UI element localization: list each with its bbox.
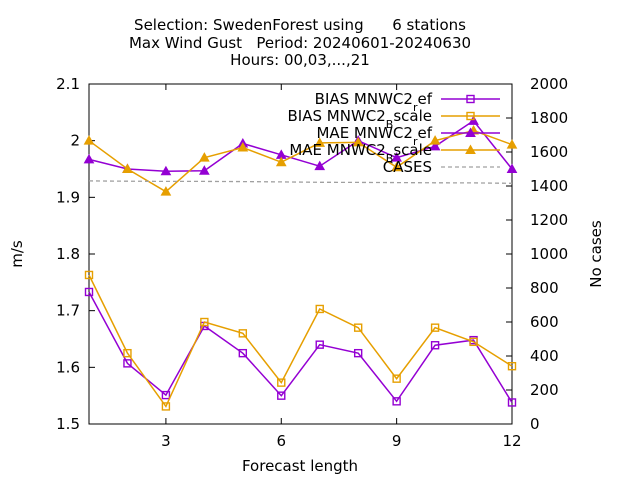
data-point bbox=[238, 348, 248, 358]
series-line bbox=[88, 180, 513, 184]
legend-entry: CASES bbox=[383, 158, 500, 176]
data-point bbox=[83, 135, 95, 145]
series-line bbox=[88, 291, 513, 403]
series-bias-mnwc2-bscale bbox=[84, 270, 517, 411]
x-tick-label: 3 bbox=[161, 432, 171, 450]
data-point bbox=[122, 163, 133, 173]
data-point bbox=[391, 161, 402, 172]
y-tick-label: 1.8 bbox=[56, 245, 80, 263]
y-tick-label: 1.5 bbox=[56, 415, 80, 433]
data-point bbox=[123, 359, 132, 368]
data-point bbox=[392, 397, 401, 406]
y-axis-label: m/s bbox=[8, 240, 26, 268]
data-point bbox=[507, 362, 517, 371]
y2-tick-label: 200 bbox=[530, 381, 559, 399]
data-point bbox=[391, 152, 402, 162]
legend-label: BIAS MNWC2Bscale bbox=[288, 107, 432, 131]
legend-entry: BIAS MNWC2Bscale bbox=[288, 107, 500, 131]
legend-entry: MAE MNWC2ref bbox=[316, 124, 500, 148]
data-point bbox=[237, 141, 249, 152]
title-line-1: Selection: SwedenForest using 6 stations bbox=[134, 16, 466, 34]
data-point bbox=[429, 135, 441, 145]
legend-entry: BIAS MNWC2ref bbox=[315, 90, 500, 114]
data-point bbox=[83, 153, 95, 164]
data-point bbox=[506, 139, 518, 149]
data-point bbox=[277, 378, 286, 387]
legend-label: MAE MNWC2Bscale bbox=[289, 141, 432, 165]
x-tick-label: 12 bbox=[502, 432, 521, 450]
data-point bbox=[315, 304, 324, 314]
y-tick-label: 2.1 bbox=[56, 75, 80, 93]
legend-marker bbox=[466, 94, 475, 104]
x-tick-label: 6 bbox=[276, 432, 286, 450]
series-line bbox=[88, 274, 513, 408]
data-point bbox=[123, 348, 132, 358]
y2-tick-label: 1800 bbox=[530, 109, 568, 127]
legend-label: MAE MNWC2ref bbox=[316, 124, 432, 148]
data-point bbox=[238, 329, 248, 338]
data-point bbox=[275, 156, 287, 167]
data-point bbox=[161, 402, 171, 411]
title-line-3: Hours: 00,03,...,21 bbox=[230, 51, 370, 69]
data-point bbox=[161, 390, 171, 400]
data-point bbox=[200, 317, 209, 327]
data-point bbox=[469, 337, 478, 347]
plot-area-frame bbox=[88, 83, 513, 425]
legend-marker bbox=[466, 111, 475, 121]
data-point bbox=[353, 323, 363, 332]
y-tick-label: 1.6 bbox=[56, 358, 80, 376]
y2-tick-label: 0 bbox=[530, 415, 540, 433]
data-point bbox=[506, 163, 518, 173]
y2-tick-label: 1000 bbox=[530, 245, 568, 263]
legend-entry: MAE MNWC2Bscale bbox=[289, 141, 500, 165]
data-point bbox=[314, 137, 326, 147]
y-tick-label: 1.9 bbox=[56, 188, 80, 206]
data-point bbox=[160, 186, 172, 196]
data-point bbox=[199, 165, 210, 175]
series-cases bbox=[88, 180, 513, 184]
data-point bbox=[160, 165, 172, 176]
series-line bbox=[88, 129, 513, 193]
x-axis-label: Forecast length bbox=[242, 457, 358, 475]
data-point bbox=[314, 160, 326, 171]
data-point bbox=[353, 348, 363, 358]
data-point bbox=[315, 340, 324, 349]
series-layer bbox=[83, 115, 518, 411]
data-point bbox=[277, 391, 286, 400]
y2-tick-label: 1600 bbox=[530, 143, 568, 161]
y2-tick-label: 600 bbox=[530, 313, 559, 331]
legend-label: BIAS MNWC2ref bbox=[315, 90, 433, 114]
data-point bbox=[429, 140, 441, 151]
data-point bbox=[352, 136, 364, 147]
y-tick-label: 1.7 bbox=[56, 302, 80, 320]
data-point bbox=[468, 115, 479, 125]
legend-marker bbox=[465, 144, 476, 154]
y-tick-label: 2 bbox=[70, 132, 80, 150]
axes: 1.5 1.6 1.7 1.8 1.9 2 2.1 0 200 400 600 800 1000 1200… bbox=[56, 75, 568, 450]
data-point bbox=[84, 287, 94, 297]
legend-marker bbox=[465, 127, 476, 137]
x-tick-label: 9 bbox=[392, 432, 402, 450]
y2-tick-label: 2000 bbox=[530, 75, 568, 93]
chart-title: Selection: SwedenForest using 6 stations… bbox=[129, 16, 471, 69]
y2-tick-label: 400 bbox=[530, 347, 559, 365]
y2-tick-label: 800 bbox=[530, 279, 559, 297]
series-mae-mnwc2-bscale bbox=[83, 124, 518, 196]
data-point bbox=[199, 152, 210, 162]
data-point bbox=[392, 374, 401, 383]
data-point bbox=[84, 270, 94, 280]
legend-label: CASES bbox=[383, 158, 432, 176]
y2-axis-label: No cases bbox=[587, 220, 605, 288]
data-point bbox=[507, 398, 517, 407]
y2-tick-label: 1200 bbox=[530, 211, 568, 229]
y2-tick-label: 1400 bbox=[530, 177, 568, 195]
title-line-2: Max Wind Gust Period: 20240601-20240630 bbox=[129, 34, 471, 52]
data-point bbox=[430, 323, 440, 332]
series-line bbox=[88, 119, 513, 173]
data-point bbox=[430, 341, 440, 350]
